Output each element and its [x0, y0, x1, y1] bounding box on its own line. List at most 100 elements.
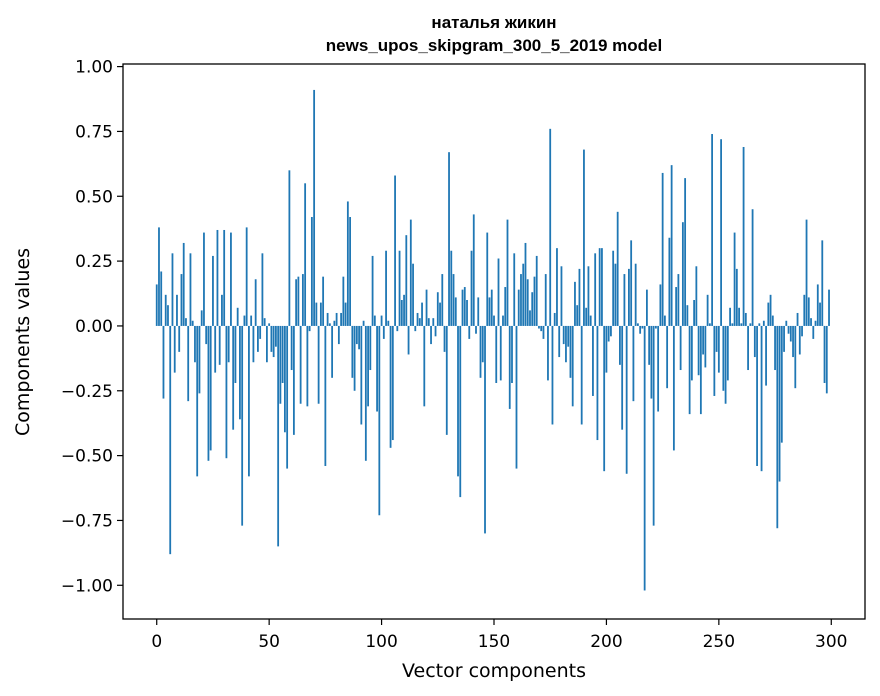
- bar: [812, 325, 815, 339]
- bar: [571, 325, 574, 407]
- bar: [697, 325, 700, 376]
- bar: [252, 325, 255, 363]
- bar: [706, 294, 709, 326]
- bar: [389, 325, 392, 448]
- bar: [470, 250, 473, 326]
- bar: [396, 325, 399, 332]
- bar: [520, 274, 522, 326]
- bar: [506, 219, 509, 326]
- bar: [407, 325, 410, 355]
- bar: [248, 325, 250, 477]
- bar: [173, 325, 176, 373]
- bar: [275, 325, 277, 347]
- bar: [670, 165, 673, 326]
- bar: [663, 315, 666, 326]
- bar: [495, 325, 498, 383]
- bar: [286, 325, 289, 469]
- bar: [450, 250, 453, 326]
- bar: [194, 325, 196, 363]
- bar: [765, 325, 767, 386]
- bar: [677, 274, 680, 326]
- bar: [612, 250, 615, 326]
- bar: [391, 325, 394, 441]
- bar: [704, 325, 707, 368]
- bar: [722, 325, 725, 391]
- bar: [562, 325, 565, 345]
- bar: [281, 325, 284, 383]
- bar: [486, 232, 489, 326]
- bar: [324, 325, 327, 466]
- bar: [639, 325, 642, 334]
- bar: [290, 325, 293, 371]
- bar: [789, 325, 792, 342]
- bar: [675, 287, 678, 326]
- bar: [535, 255, 538, 326]
- bar: [619, 325, 621, 365]
- bar: [668, 237, 671, 326]
- bar: [387, 320, 390, 326]
- bar: [185, 318, 187, 326]
- bar: [250, 315, 253, 326]
- bar: [270, 325, 273, 352]
- bar: [654, 325, 657, 329]
- bar: [686, 305, 689, 326]
- bar: [702, 325, 705, 355]
- bar: [774, 325, 776, 371]
- bar: [239, 325, 241, 420]
- bar: [232, 325, 235, 430]
- bar: [448, 152, 450, 326]
- bar: [679, 325, 682, 371]
- bar: [304, 183, 307, 326]
- bar: [778, 325, 781, 482]
- bar: [436, 292, 439, 326]
- x-tick-label: 300: [815, 632, 847, 652]
- bar: [164, 294, 167, 326]
- bar: [715, 325, 718, 352]
- bar: [331, 325, 334, 378]
- bar: [556, 248, 558, 326]
- bar: [167, 305, 169, 326]
- x-tick-label: 250: [703, 632, 735, 652]
- bar: [724, 325, 727, 404]
- bar: [423, 325, 426, 407]
- bar: [454, 297, 457, 326]
- bar: [553, 312, 556, 326]
- bar: [578, 268, 581, 326]
- bar: [544, 274, 547, 326]
- bar: [592, 325, 594, 396]
- bar: [315, 302, 318, 326]
- bar: [621, 325, 624, 430]
- bar: [605, 325, 608, 373]
- bar: [805, 219, 808, 326]
- y-tick-label: 0.25: [75, 252, 113, 272]
- bar: [733, 232, 736, 326]
- bar: [371, 255, 374, 326]
- y-tick-label: 0.50: [75, 187, 113, 207]
- bar: [283, 325, 286, 433]
- bar: [650, 325, 653, 399]
- bar: [461, 289, 464, 326]
- bar: [263, 318, 266, 326]
- bar: [322, 276, 325, 326]
- bar: [288, 170, 291, 326]
- bar: [207, 325, 210, 461]
- bar: [810, 318, 812, 326]
- bar: [540, 325, 543, 332]
- bar: [353, 325, 356, 391]
- bar: [499, 325, 502, 381]
- bar: [517, 289, 520, 326]
- bar: [367, 325, 369, 407]
- bar: [299, 325, 302, 404]
- bar: [344, 302, 347, 326]
- bar: [529, 310, 531, 326]
- y-tick-label: 1.00: [75, 58, 113, 78]
- bar: [641, 325, 644, 329]
- bar: [439, 302, 441, 326]
- bar: [369, 325, 372, 371]
- bar: [493, 315, 495, 326]
- bar: [589, 315, 592, 326]
- bar: [708, 323, 711, 326]
- bar: [699, 325, 702, 415]
- bar: [504, 287, 507, 326]
- bar: [355, 325, 358, 345]
